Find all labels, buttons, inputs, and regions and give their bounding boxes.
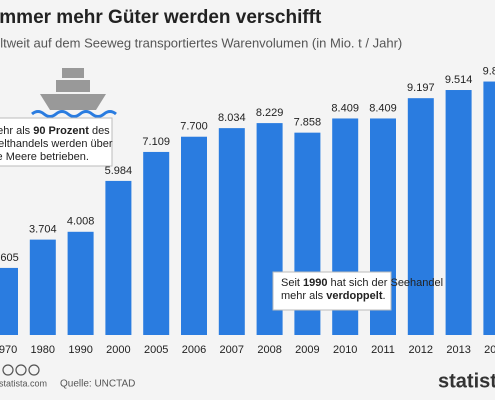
bar <box>218 128 245 335</box>
bar <box>445 90 472 336</box>
x-tick-label: 2000 <box>106 344 130 356</box>
value-label: 9.843 <box>483 65 495 77</box>
bar <box>105 180 132 335</box>
annotation-part: des <box>89 125 110 137</box>
annotation-part: Welthandels werden über <box>0 138 113 150</box>
annotation-part: hat sich der Seehandel <box>328 277 444 289</box>
value-label: 9.197 <box>407 82 435 94</box>
x-tick-label: 2008 <box>257 344 281 356</box>
bar <box>181 136 207 335</box>
chart-subtitle: Weltweit auf dem Seeweg transportiertes … <box>0 35 402 50</box>
x-tick-label: 2006 <box>182 344 206 356</box>
annotation-part: Mehr als <box>0 125 33 137</box>
annotation: Mehr als 90 Prozent des <box>0 125 110 137</box>
annotation: Seit 1990 hat sich der Seehandel <box>281 277 443 289</box>
x-tick-label: 1990 <box>68 344 92 356</box>
value-label: 8.409 <box>369 102 397 114</box>
x-tick-label: 2007 <box>220 344 244 356</box>
x-tick-label: 2011 <box>371 344 395 356</box>
annotation-part: verdoppelt <box>326 290 383 302</box>
annotation-part: 1990 <box>303 277 327 289</box>
bar <box>67 231 94 335</box>
x-tick-label: 2010 <box>333 344 357 356</box>
logo: statista <box>438 370 495 392</box>
annotation-part: mehr als <box>281 290 326 302</box>
value-label: 8.409 <box>331 102 359 114</box>
bar <box>143 151 170 335</box>
x-tick-label: 2005 <box>144 344 168 356</box>
bar <box>0 267 18 335</box>
annotation-part: Seit <box>281 277 303 289</box>
value-label: 7.700 <box>180 121 208 133</box>
value-label: 8.229 <box>256 107 284 119</box>
ship-icon <box>31 68 117 118</box>
footer-icons <box>2 364 40 376</box>
value-label: 2.605 <box>0 252 19 264</box>
annotation: die Meere betrieben. <box>0 151 89 163</box>
bar <box>407 98 434 336</box>
x-tick-label: 2012 <box>409 344 433 356</box>
chart-title: Immer mehr Güter werden verschifft <box>0 7 322 28</box>
value-label: 5.984 <box>105 165 133 177</box>
x-tick-label: 2014 <box>484 344 495 356</box>
site: statista.com <box>0 378 47 388</box>
bar <box>29 239 56 335</box>
annotation-part: . <box>382 290 385 302</box>
source: Quelle: UNCTAD <box>60 379 135 390</box>
annotation-box <box>272 271 392 311</box>
value-label: 7.858 <box>294 117 322 129</box>
value-label: 4.008 <box>67 216 95 228</box>
annotation: Welthandels werden über <box>0 138 113 150</box>
value-label: 8.034 <box>218 112 246 124</box>
x-tick-label: 2013 <box>446 344 470 356</box>
annotation-box <box>0 117 113 167</box>
annotation-part: 90 Prozent <box>33 125 89 137</box>
annotation-part: die Meere betrieben. <box>0 151 89 163</box>
x-tick-label: 1970 <box>0 344 17 356</box>
value-label: 7.109 <box>142 136 170 148</box>
value-label: 3.704 <box>29 224 57 236</box>
value-label: 9.514 <box>445 74 473 86</box>
annotation: mehr als verdoppelt. <box>281 290 386 302</box>
bar <box>483 81 495 335</box>
x-tick-label: 2009 <box>295 344 319 356</box>
x-tick-label: 1980 <box>31 344 55 356</box>
